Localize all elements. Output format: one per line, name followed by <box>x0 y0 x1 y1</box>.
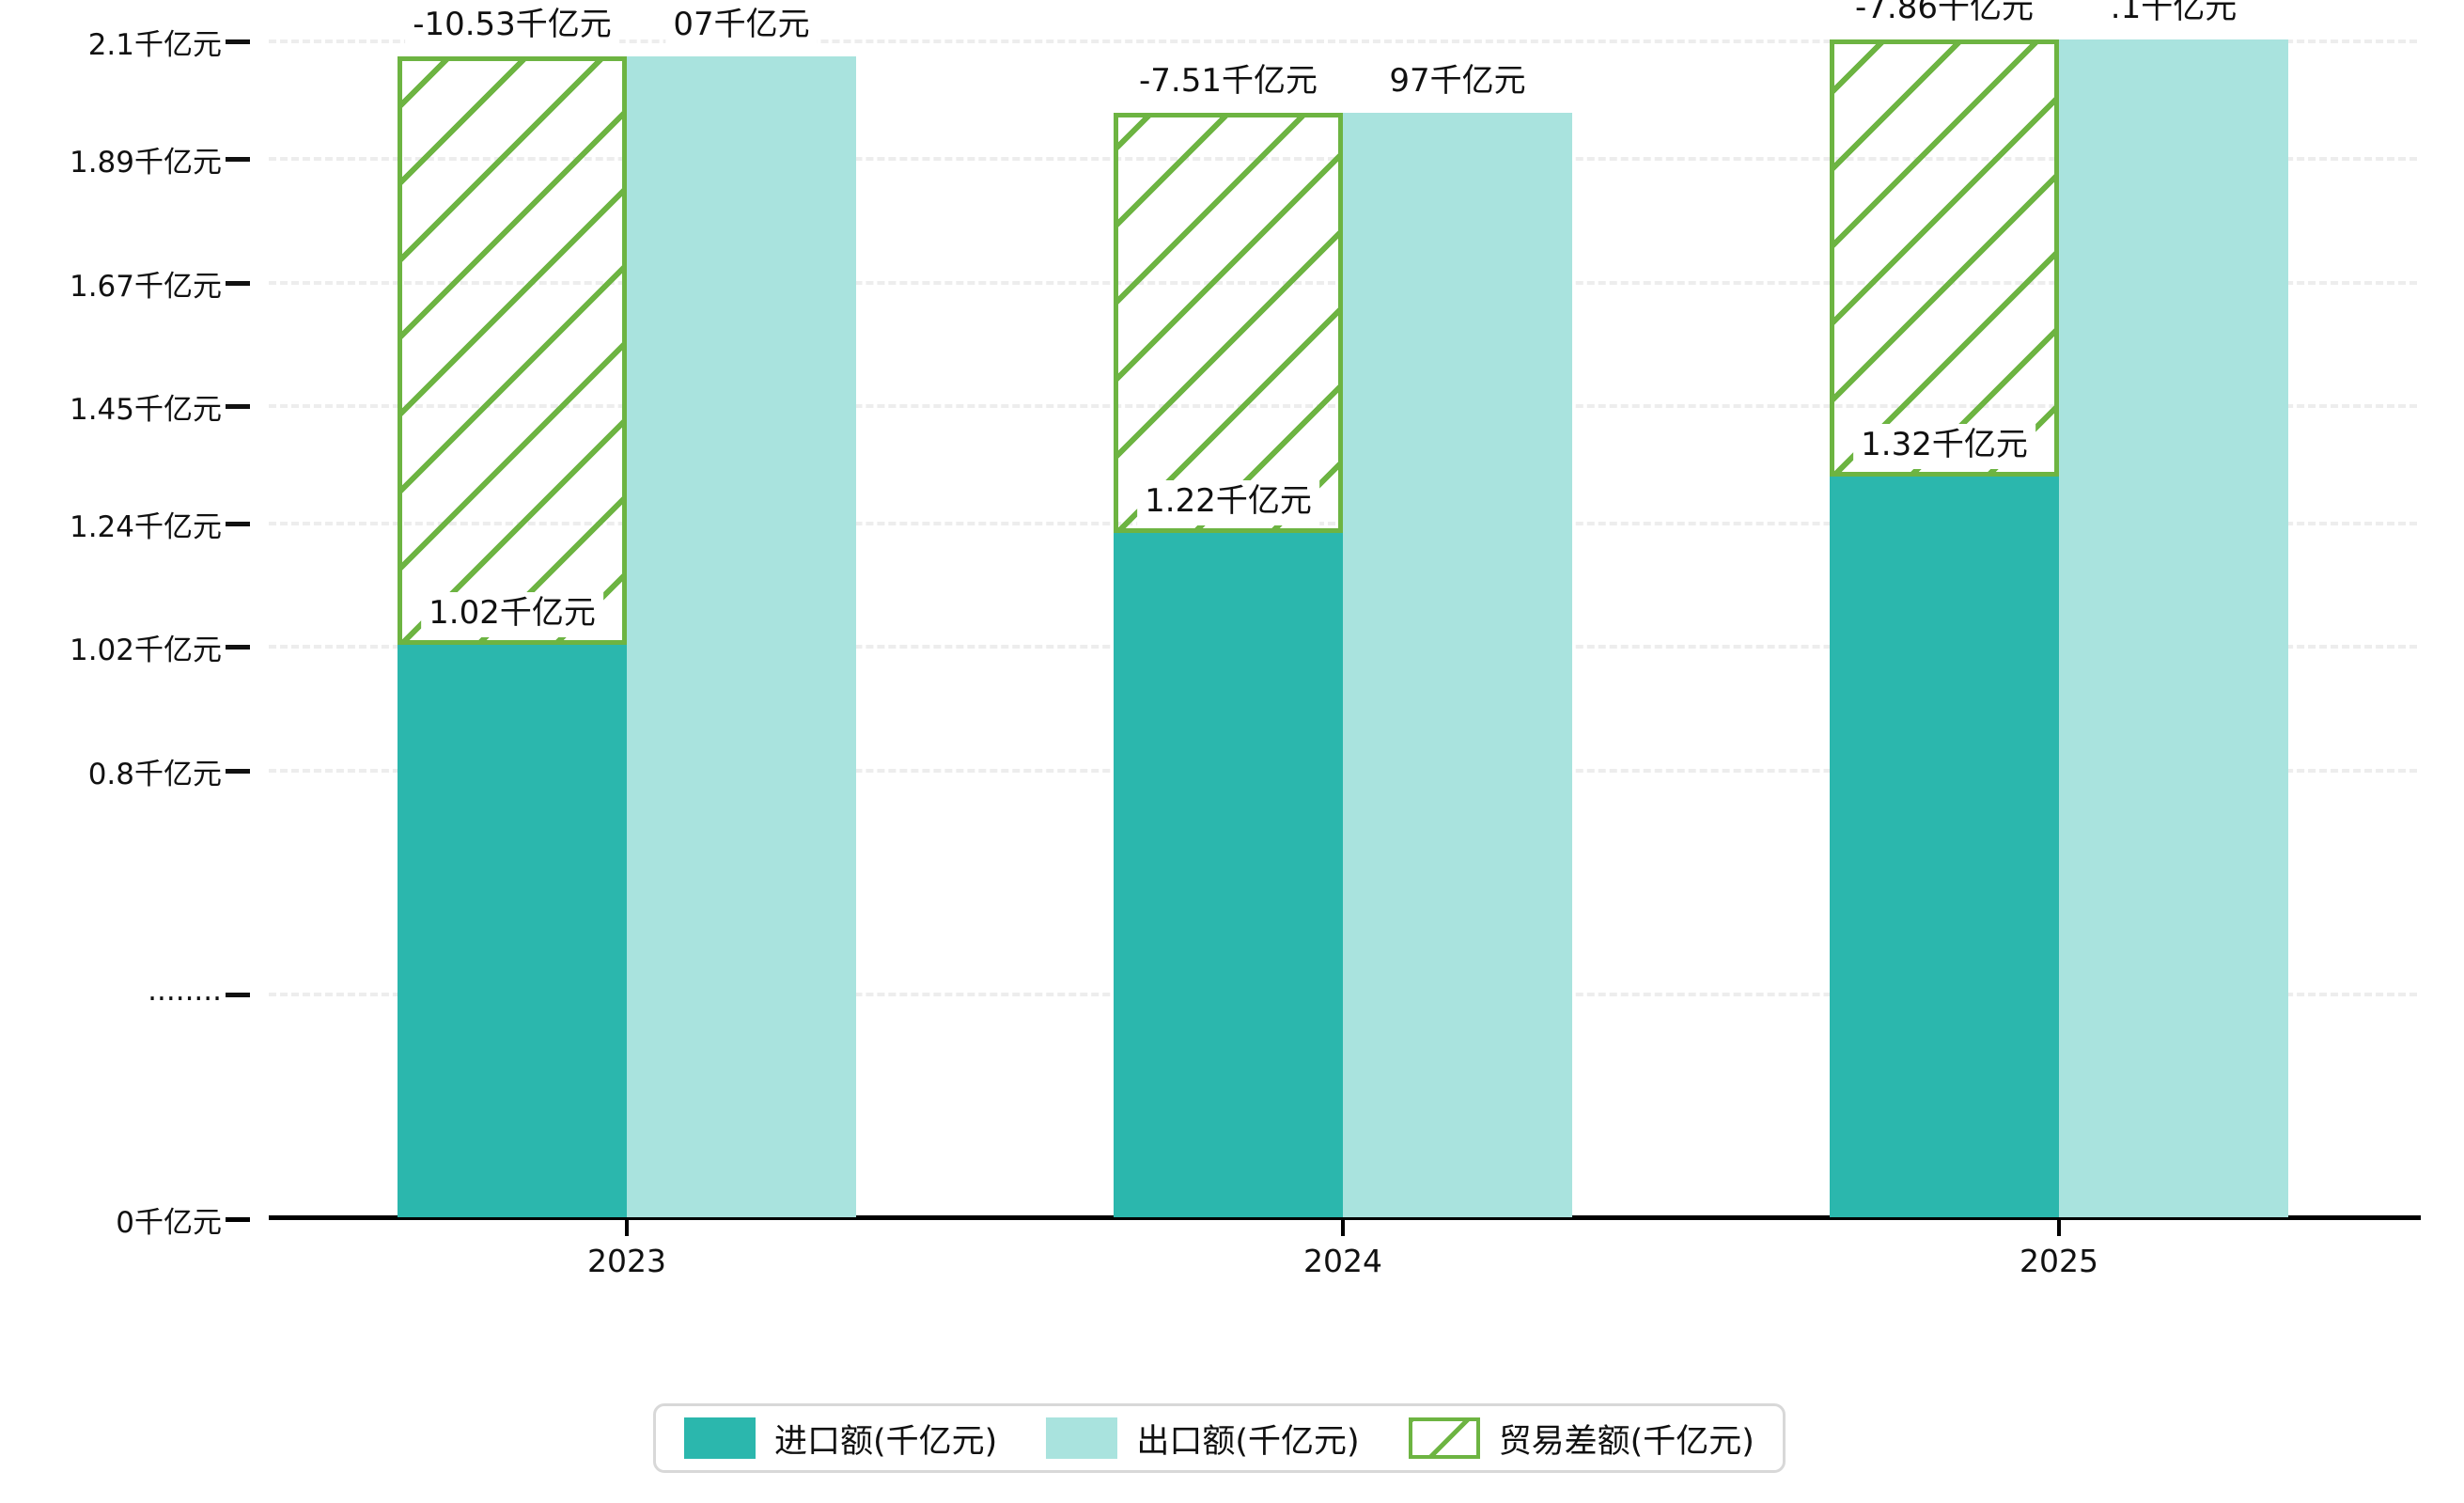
export-bar[interactable] <box>627 55 856 1217</box>
y-axis-tick <box>226 280 250 286</box>
y-axis-tick-label: 1.45千亿元 <box>69 392 222 427</box>
y-axis-tick-label: 1.02千亿元 <box>69 634 222 668</box>
import-bar[interactable] <box>1830 477 2059 1217</box>
import-value-label: 1.22千亿元 <box>1137 480 1319 525</box>
x-axis-category-label: 2024 <box>1303 1243 1382 1279</box>
y-axis-tick <box>226 1217 250 1222</box>
gridline <box>269 39 2417 43</box>
import-bar[interactable] <box>398 645 627 1217</box>
y-axis-tick-label: 0千亿元 <box>116 1206 222 1240</box>
y-axis-tick-label: ........ <box>148 974 222 1009</box>
x-axis-tick <box>2057 1217 2061 1236</box>
export-bar[interactable] <box>2059 39 2288 1217</box>
hatch-pattern <box>1118 117 1338 529</box>
x-axis-category-label: 2023 <box>587 1243 666 1279</box>
y-axis-tick-label: 1.67千亿元 <box>69 269 222 304</box>
chart-legend: 进口额(千亿元) 出口额(千亿元) 贸易差额(千亿元) <box>653 1403 1786 1473</box>
y-axis-tick <box>226 522 250 527</box>
y-axis-tick-label: 2.1千亿元 <box>87 28 222 62</box>
balance-value-label: -7.86千亿元 <box>1848 0 2041 32</box>
legend-label: 出口额(千亿元) <box>1136 1422 1360 1461</box>
legend-label: 进口额(千亿元) <box>774 1422 998 1461</box>
balance-value-label: -7.51千亿元 <box>1131 59 1325 105</box>
x-axis-category-label: 2025 <box>2020 1243 2098 1279</box>
x-axis-tick <box>625 1217 629 1236</box>
trade-balance-hatch[interactable] <box>1830 39 2059 478</box>
y-axis-tick-label: 1.24千亿元 <box>69 510 222 545</box>
solid-swatch-aqua-icon <box>1046 1417 1118 1459</box>
export-value-label: .1千亿元 <box>2102 0 2245 32</box>
y-axis-tick <box>226 39 250 44</box>
y-axis-tick-label: 0.8千亿元 <box>87 757 222 791</box>
x-axis-line <box>269 1215 2421 1220</box>
export-bar[interactable] <box>1343 112 1572 1217</box>
balance-value-label: -10.53千亿元 <box>405 3 619 49</box>
x-axis-tick <box>1341 1217 1345 1236</box>
import-value-label: 1.02千亿元 <box>421 592 603 638</box>
hatch-pattern <box>1834 44 2054 473</box>
trade-balance-hatch[interactable] <box>398 55 627 646</box>
y-axis-tick <box>226 403 250 409</box>
export-value-label: 07千亿元 <box>665 3 818 49</box>
trade-balance-hatch[interactable] <box>1114 112 1343 534</box>
hatched-swatch-green-icon <box>1408 1417 1480 1459</box>
legend-item-import[interactable]: 进口额(千亿元) <box>684 1415 997 1463</box>
solid-swatch-teal-icon <box>684 1417 756 1459</box>
legend-item-export[interactable]: 出口额(千亿元) <box>1046 1415 1360 1463</box>
y-axis-tick <box>226 645 250 650</box>
y-axis-tick <box>226 157 250 163</box>
y-axis-tick-label: 1.89千亿元 <box>69 146 222 180</box>
import-value-label: 1.32千亿元 <box>1853 424 2035 470</box>
legend-label: 贸易差额(千亿元) <box>1498 1422 1754 1461</box>
hatch-pattern <box>1411 1421 1476 1455</box>
import-bar[interactable] <box>1114 533 1343 1217</box>
y-axis-tick <box>226 768 250 774</box>
y-axis-tick <box>226 993 250 998</box>
legend-item-balance[interactable]: 贸易差额(千亿元) <box>1408 1415 1754 1463</box>
hatch-pattern <box>402 60 622 641</box>
export-value-label: 97千亿元 <box>1381 59 1534 105</box>
